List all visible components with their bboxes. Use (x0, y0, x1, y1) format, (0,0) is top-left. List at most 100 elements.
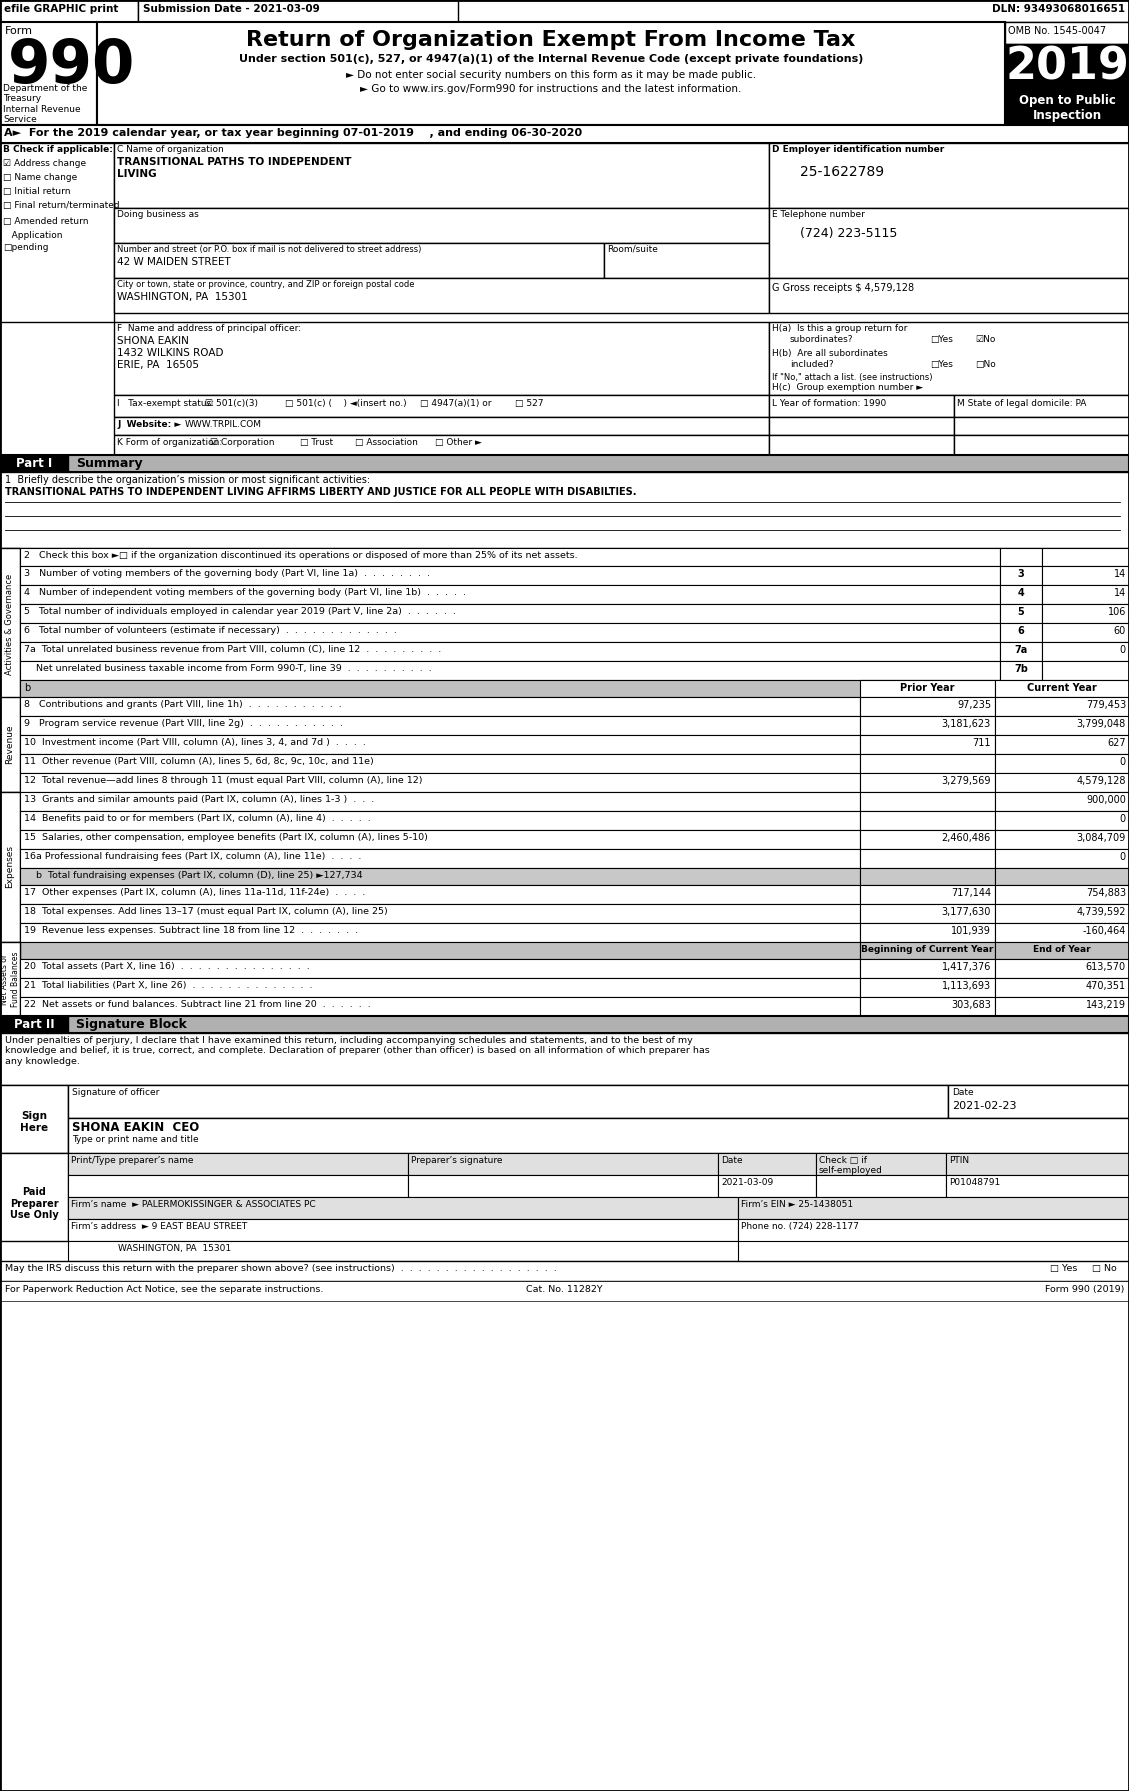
Bar (769, 396, 954, 417)
Text: End of Year: End of Year (1033, 946, 1091, 955)
Bar (20, 958, 860, 978)
Bar (0, 548, 20, 700)
Text: ► Go to www.irs.gov/Form990 for instructions and the latest information.: ► Go to www.irs.gov/Form990 for instruct… (360, 84, 742, 93)
Text: Form 990 (2019): Form 990 (2019) (1044, 1284, 1124, 1295)
Text: □Yes: □Yes (930, 335, 953, 344)
Bar (68, 1196, 738, 1220)
Bar (68, 1220, 738, 1241)
Text: J  Website: ►: J Website: ► (117, 421, 182, 430)
Text: 717,144: 717,144 (951, 888, 991, 897)
Text: 22  Net assets or fund balances. Subtract line 21 from line 20  .  .  .  .  .  .: 22 Net assets or fund balances. Subtract… (24, 999, 370, 1008)
Bar (1042, 661, 1129, 681)
Text: □Yes: □Yes (930, 360, 953, 369)
Text: 7a  Total unrelated business revenue from Part VIII, column (C), line 12  .  .  : 7a Total unrelated business revenue from… (24, 645, 441, 654)
Bar (114, 244, 604, 278)
Bar (1000, 566, 1042, 586)
Bar (769, 143, 1129, 208)
Bar (1005, 45, 1129, 91)
Bar (995, 681, 1129, 697)
Text: 1,113,693: 1,113,693 (942, 981, 991, 990)
Text: H(b)  Are all subordinates: H(b) Are all subordinates (772, 349, 887, 358)
Bar (20, 623, 1000, 641)
Bar (1042, 604, 1129, 623)
Bar (20, 548, 1000, 566)
Text: WASHINGTON, PA  15301: WASHINGTON, PA 15301 (119, 1245, 231, 1254)
Text: Phone no. (724) 228-1177: Phone no. (724) 228-1177 (741, 1221, 859, 1230)
Text: 0: 0 (1120, 813, 1126, 824)
Text: 3   Number of voting members of the governing body (Part VI, line 1a)  .  .  .  : 3 Number of voting members of the govern… (24, 570, 430, 578)
Text: □ Final return/terminated: □ Final return/terminated (3, 201, 120, 210)
Text: May the IRS discuss this return with the preparer shown above? (see instructions: May the IRS discuss this return with the… (5, 1264, 557, 1273)
Text: Type or print name and title: Type or print name and title (72, 1135, 199, 1144)
Bar (68, 1175, 408, 1196)
Text: 97,235: 97,235 (957, 700, 991, 709)
Bar (0, 473, 1129, 548)
Text: SHONA EAKIN: SHONA EAKIN (117, 337, 189, 346)
Bar (718, 1175, 816, 1196)
Bar (68, 1085, 948, 1118)
Text: B Check if applicable:: B Check if applicable: (3, 145, 113, 154)
Bar (114, 278, 769, 313)
Bar (860, 811, 995, 829)
Bar (860, 942, 995, 958)
Bar (0, 1281, 1129, 1300)
Bar (1005, 91, 1129, 125)
Bar (20, 998, 860, 1015)
Bar (20, 604, 1000, 623)
Text: Check □ if
self-employed: Check □ if self-employed (819, 1155, 883, 1175)
Bar (1042, 641, 1129, 661)
Text: 19  Revenue less expenses. Subtract line 18 from line 12  .  .  .  .  .  .  .: 19 Revenue less expenses. Subtract line … (24, 926, 358, 935)
Bar (995, 734, 1129, 754)
Text: 60: 60 (1113, 627, 1126, 636)
Bar (860, 978, 995, 998)
Text: 12  Total revenue—add lines 8 through 11 (must equal Part VIII, column (A), line: 12 Total revenue—add lines 8 through 11 … (24, 776, 422, 784)
Text: Current Year: Current Year (1027, 682, 1097, 693)
Text: 106: 106 (1108, 607, 1126, 618)
Text: WWW.TRPIL.COM: WWW.TRPIL.COM (185, 421, 262, 430)
Text: 16a Professional fundraising fees (Part IX, column (A), line 11e)  .  .  .  .: 16a Professional fundraising fees (Part … (24, 853, 361, 861)
Text: P01048791: P01048791 (949, 1178, 1000, 1187)
Bar (0, 455, 1129, 473)
Bar (0, 697, 20, 792)
Bar (20, 566, 1000, 586)
Bar (68, 1153, 408, 1175)
Bar (0, 942, 20, 1015)
Text: subordinates?: subordinates? (790, 335, 854, 344)
Text: ☑No: ☑No (975, 335, 996, 344)
Bar (769, 322, 1129, 396)
Text: If "No," attach a list. (see instructions): If "No," attach a list. (see instruction… (772, 373, 933, 381)
Text: 2   Check this box ►□ if the organization discontinued its operations or dispose: 2 Check this box ►□ if the organization … (24, 552, 578, 561)
Bar (1000, 641, 1042, 661)
Bar (20, 922, 860, 942)
Bar (20, 885, 860, 904)
Bar (1000, 586, 1042, 604)
Text: 42 W MAIDEN STREET: 42 W MAIDEN STREET (117, 256, 230, 267)
Text: ERIE, PA  16505: ERIE, PA 16505 (117, 360, 199, 371)
Bar (860, 958, 995, 978)
Bar (995, 697, 1129, 716)
Text: F  Name and address of principal officer:: F Name and address of principal officer: (117, 324, 301, 333)
Text: □No: □No (975, 360, 996, 369)
Text: 3: 3 (1017, 570, 1024, 578)
Text: PTIN: PTIN (949, 1155, 969, 1164)
Bar (20, 697, 860, 716)
Text: SHONA EAKIN  CEO: SHONA EAKIN CEO (72, 1121, 199, 1134)
Bar (0, 792, 20, 942)
Text: 1,417,376: 1,417,376 (942, 962, 991, 973)
Text: b: b (24, 682, 30, 693)
Text: 9   Program service revenue (Part VIII, line 2g)  .  .  .  .  .  .  .  .  .  .  : 9 Program service revenue (Part VIII, li… (24, 718, 343, 727)
Text: 4,579,128: 4,579,128 (1076, 776, 1126, 786)
Bar (20, 811, 860, 829)
Text: 21  Total liabilities (Part X, line 26)  .  .  .  .  .  .  .  .  .  .  .  .  .  : 21 Total liabilities (Part X, line 26) .… (24, 981, 313, 990)
Bar (860, 849, 995, 869)
Bar (0, 1153, 68, 1241)
Bar (1042, 586, 1129, 604)
Bar (408, 1153, 718, 1175)
Text: 1432 WILKINS ROAD: 1432 WILKINS ROAD (117, 347, 224, 358)
Text: DLN: 93493068016651: DLN: 93493068016651 (992, 4, 1124, 14)
Text: ☑ 501(c)(3): ☑ 501(c)(3) (205, 399, 259, 408)
Bar (995, 904, 1129, 922)
Text: (724) 223-5115: (724) 223-5115 (800, 227, 898, 240)
Text: 17  Other expenses (Part IX, column (A), lines 11a-11d, 11f-24e)  .  .  .  .: 17 Other expenses (Part IX, column (A), … (24, 888, 366, 897)
Bar (114, 208, 769, 244)
